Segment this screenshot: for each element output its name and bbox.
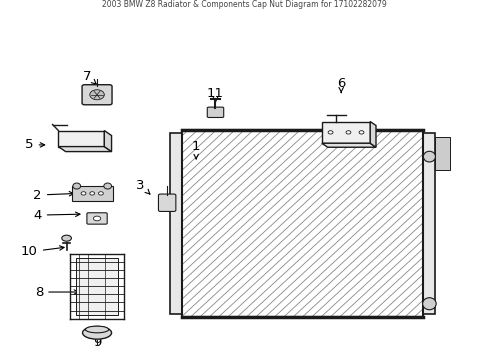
Ellipse shape	[61, 235, 71, 241]
Ellipse shape	[327, 131, 332, 134]
Ellipse shape	[358, 131, 363, 134]
FancyBboxPatch shape	[87, 213, 107, 224]
Polygon shape	[76, 258, 118, 315]
Text: 5: 5	[25, 138, 44, 152]
Polygon shape	[58, 147, 111, 152]
Polygon shape	[72, 186, 112, 201]
Ellipse shape	[98, 192, 103, 195]
FancyBboxPatch shape	[82, 85, 112, 105]
Ellipse shape	[73, 183, 81, 189]
Text: 11: 11	[206, 87, 224, 103]
FancyBboxPatch shape	[158, 194, 176, 211]
Ellipse shape	[85, 326, 108, 333]
Polygon shape	[321, 122, 369, 143]
Text: 6: 6	[336, 77, 345, 93]
Ellipse shape	[90, 90, 104, 100]
Polygon shape	[181, 130, 423, 317]
Polygon shape	[423, 133, 435, 314]
Text: 2003 BMW Z8 Radiator & Components Cap Nut Diagram for 17102282079: 2003 BMW Z8 Radiator & Components Cap Nu…	[102, 0, 386, 9]
FancyBboxPatch shape	[207, 107, 223, 117]
Text: 2: 2	[33, 189, 74, 202]
Text: 9: 9	[93, 329, 101, 349]
Text: 4: 4	[33, 209, 80, 222]
Polygon shape	[169, 133, 181, 314]
Ellipse shape	[82, 327, 111, 339]
Ellipse shape	[346, 131, 350, 134]
Polygon shape	[369, 122, 375, 147]
Text: 1: 1	[191, 140, 200, 159]
Polygon shape	[435, 136, 449, 170]
Ellipse shape	[81, 192, 86, 195]
Text: 7: 7	[83, 70, 97, 84]
Ellipse shape	[422, 298, 435, 310]
Text: 8: 8	[35, 285, 79, 298]
Ellipse shape	[423, 151, 435, 162]
Text: 3: 3	[136, 179, 150, 194]
Ellipse shape	[103, 183, 111, 189]
Ellipse shape	[90, 192, 95, 195]
Polygon shape	[58, 131, 104, 147]
Text: 10: 10	[21, 246, 64, 258]
Polygon shape	[104, 131, 111, 152]
Ellipse shape	[93, 216, 101, 221]
Polygon shape	[321, 143, 375, 147]
